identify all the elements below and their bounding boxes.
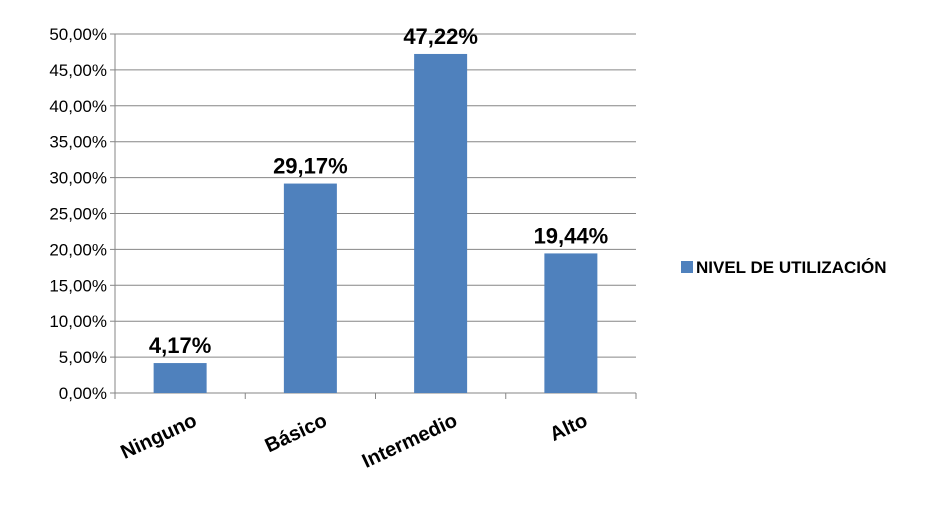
- y-tick-label: 15,00%: [49, 276, 107, 295]
- x-tick-label: Básico: [262, 410, 331, 458]
- gridlines: [115, 33, 636, 358]
- y-tick-label: 30,00%: [49, 169, 107, 188]
- data-label: 4,17%: [149, 333, 211, 358]
- x-tick-label: Alto: [546, 410, 591, 446]
- x-tick-label: Intermedio: [359, 410, 461, 473]
- y-tick-label: 25,00%: [49, 205, 107, 224]
- data-label: 19,44%: [534, 223, 609, 248]
- y-tick-label: 20,00%: [49, 240, 107, 259]
- legend-label: NIVEL DE UTILIZACIÓN: [696, 258, 886, 277]
- bar: [414, 53, 468, 394]
- bar: [153, 363, 207, 393]
- y-tick-label: 40,00%: [49, 97, 107, 116]
- bar: [544, 253, 598, 393]
- bars: [153, 53, 598, 394]
- y-tick-label: 45,00%: [49, 61, 107, 80]
- y-tick-label: 35,00%: [49, 133, 107, 152]
- data-labels: 4,17% 29,17% 47,22% 19,44%: [149, 24, 608, 358]
- x-tick-label: Ninguno: [117, 410, 200, 464]
- data-label: 47,22%: [403, 24, 478, 49]
- x-axis-tick-labels: Ninguno Básico Intermedio Alto: [117, 410, 591, 473]
- legend: NIVEL DE UTILIZACIÓN: [681, 258, 886, 277]
- y-axis-tick-labels: 0,00% 5,00% 10,00% 15,00% 20,00% 25,00% 30,00%…: [49, 25, 107, 403]
- y-tick-label: 50,00%: [49, 25, 107, 44]
- y-tick-label: 10,00%: [49, 312, 107, 331]
- y-tick-label: 0,00%: [59, 384, 107, 403]
- legend-swatch: [681, 261, 693, 273]
- bar: [283, 183, 337, 393]
- data-label: 29,17%: [273, 154, 348, 179]
- y-tick-label: 5,00%: [59, 348, 107, 367]
